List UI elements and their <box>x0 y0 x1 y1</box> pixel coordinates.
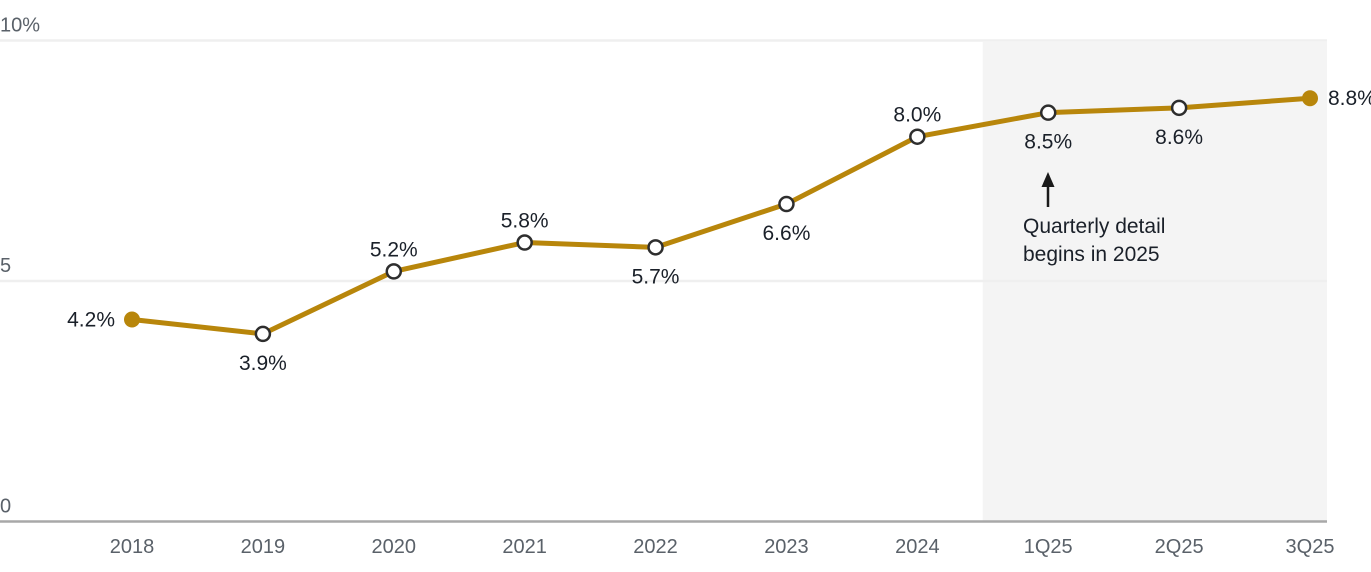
y-tick-label-10%: 10% <box>0 15 40 37</box>
data-point-2024 <box>909 128 926 145</box>
series-line <box>129 95 1313 337</box>
data-label-2022: 5.7% <box>632 265 680 288</box>
data-label-3Q25: 8.8% <box>1328 87 1371 110</box>
data-point-1Q25 <box>1039 104 1057 121</box>
data-label-2023: 6.6% <box>763 222 811 245</box>
data-label-2021: 5.8% <box>501 210 549 233</box>
x-tick-label-2Q25: 2Q25 <box>1155 536 1204 558</box>
annotation-text-line2: begins in 2025 <box>1023 243 1160 266</box>
x-tick-label-1Q25: 1Q25 <box>1024 536 1073 558</box>
x-tick-label-2020: 2020 <box>372 536 417 558</box>
x-tick-label-3Q25: 3Q25 <box>1286 536 1335 558</box>
data-label-2Q25: 8.6% <box>1155 126 1203 149</box>
y-tick-label-0: 0 <box>0 496 11 518</box>
data-point-2021 <box>516 234 533 251</box>
data-label-2019: 3.9% <box>239 352 287 375</box>
annotation-text-line1: Quarterly detail <box>1023 215 1165 238</box>
data-point-2023 <box>778 195 795 213</box>
data-point-2019 <box>254 325 272 343</box>
data-label-2020: 5.2% <box>370 238 418 261</box>
y-axis-tick-labels: 0 5 10% <box>0 15 40 518</box>
data-point-2Q25 <box>1170 99 1188 117</box>
y-tick-label-5: 5 <box>0 255 11 277</box>
x-tick-label-2021: 2021 <box>502 536 547 558</box>
gridlines-layer <box>0 39 1327 523</box>
data-point-3Q25 <box>1302 90 1319 107</box>
up-arrow-head-icon <box>1041 172 1055 187</box>
data-points-layer <box>124 90 1319 343</box>
data-series-layer <box>129 95 1313 337</box>
data-label-2018: 4.2% <box>67 308 115 331</box>
data-label-1Q25: 8.5% <box>1024 131 1072 154</box>
data-labels-layer: 4.2% 3.9% 5.2% 5.8% 5.7% 6.6% 8.0% 8.5% 8.6% 8.8% <box>67 87 1371 375</box>
data-point-2022 <box>647 239 664 256</box>
x-tick-label-2023: 2023 <box>764 536 809 558</box>
annotation: Quarterly detail begins in 2025 <box>1023 172 1165 266</box>
x-tick-label-2022: 2022 <box>633 536 678 558</box>
data-label-2024: 8.0% <box>893 104 941 127</box>
data-point-2020 <box>385 263 403 280</box>
x-axis-tick-labels: 2018 2019 2020 2021 2022 2023 2024 1Q25 2Q25 3Q25 <box>110 536 1335 558</box>
x-tick-label-2018: 2018 <box>110 536 155 558</box>
x-tick-label-2024: 2024 <box>895 536 940 558</box>
x-tick-label-2019: 2019 <box>241 536 286 558</box>
data-point-2018 <box>124 311 140 328</box>
